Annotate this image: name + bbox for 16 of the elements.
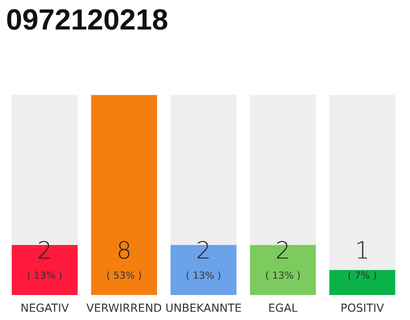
data-label: 2 <box>38 240 50 259</box>
x-tick-label: NEGATIV <box>22 304 69 312</box>
x-tick-label: EGAL <box>269 304 298 312</box>
annotation: ( 13% ) <box>186 271 220 280</box>
data-label: 2 <box>198 240 209 259</box>
annotation: ( 13% ) <box>266 271 300 280</box>
x-tick-label: VERWIRREND <box>86 304 162 312</box>
x-tick-label: POSITIV <box>342 304 384 312</box>
annotation: ( 13% ) <box>28 271 62 280</box>
annotation: ( 53% ) <box>107 271 141 280</box>
chart-title: 0972120218 <box>7 9 168 30</box>
data-label: 1 <box>357 241 368 259</box>
x-tick-label: UNBEKANNTE <box>166 304 241 312</box>
data-label: 2 <box>277 240 288 259</box>
annotation: ( 7% ) <box>348 271 376 280</box>
data-label: 8 <box>118 240 130 259</box>
